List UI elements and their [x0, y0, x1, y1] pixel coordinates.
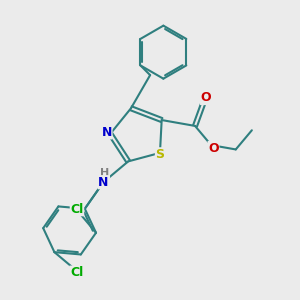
Text: N: N — [98, 176, 109, 189]
Text: N: N — [102, 126, 112, 139]
Text: Cl: Cl — [70, 203, 84, 216]
Text: H: H — [100, 168, 110, 178]
Text: Cl: Cl — [70, 266, 83, 279]
Text: O: O — [201, 92, 211, 104]
Text: O: O — [208, 142, 219, 154]
Text: S: S — [155, 148, 164, 161]
